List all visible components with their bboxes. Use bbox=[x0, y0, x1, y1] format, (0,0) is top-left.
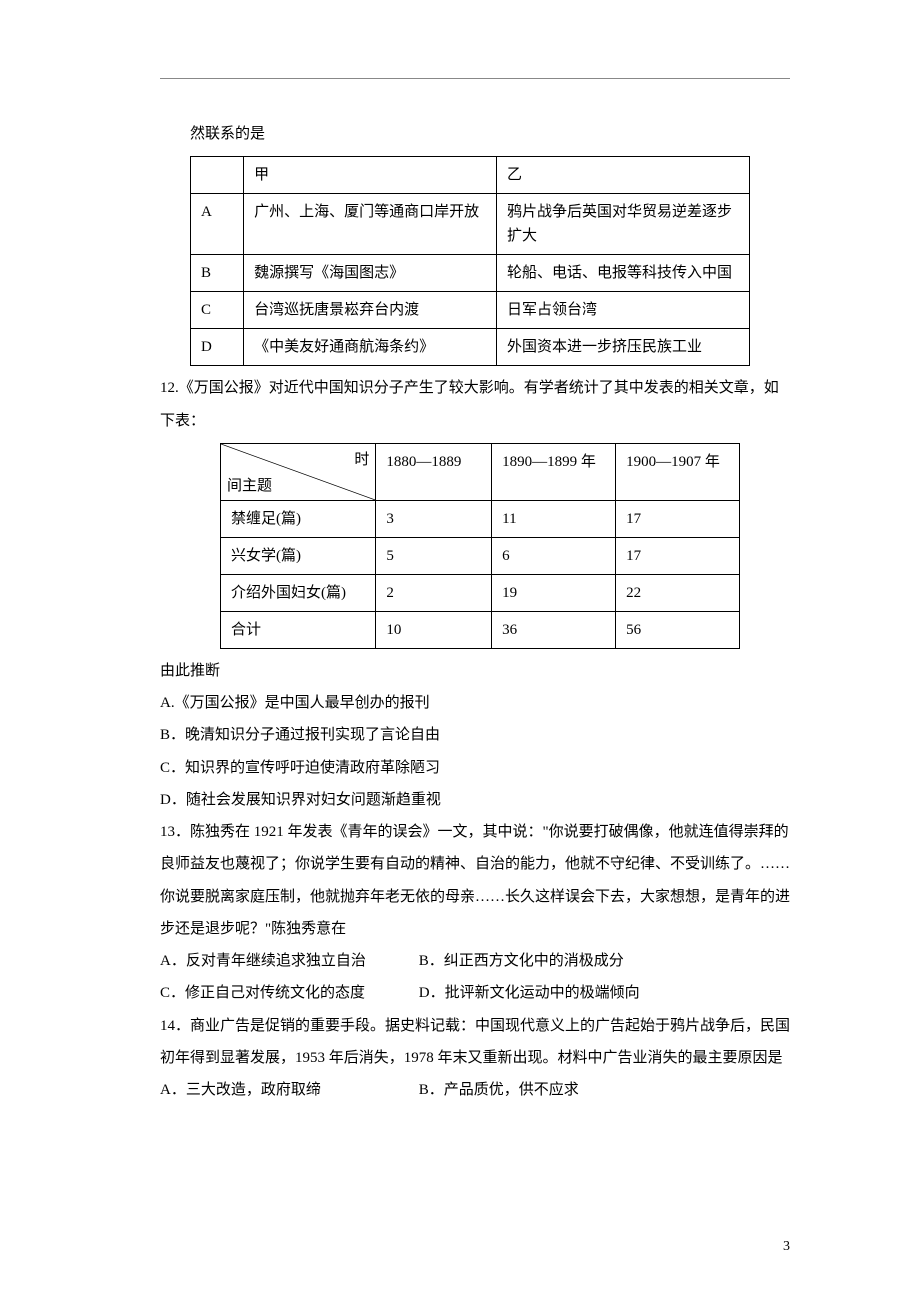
cell: 禁缠足(篇) bbox=[221, 500, 376, 537]
cell: 2 bbox=[376, 574, 492, 611]
q14-options-row-1: A．三大改造，政府取缔 B．产品质优，供不应求 bbox=[160, 1074, 790, 1106]
cell: 19 bbox=[492, 574, 616, 611]
option-a: A.《万国公报》是中国人最早创办的报刊 bbox=[160, 687, 790, 719]
cell: 合计 bbox=[221, 611, 376, 648]
option-b: B．晚清知识分子通过报刊实现了言论自由 bbox=[160, 719, 790, 751]
option-a: A．反对青年继续追求独立自治 bbox=[160, 945, 415, 977]
cell: 台湾巡抚唐景崧弃台内渡 bbox=[244, 292, 497, 329]
q12-stem: 12.《万国公报》对近代中国知识分子产生了较大影响。有学者统计了其中发表的相关文… bbox=[160, 372, 790, 437]
option-b: B．产品质优，供不应求 bbox=[419, 1082, 579, 1098]
diagonal-header-cell: 时 间主题 bbox=[221, 443, 376, 500]
table-row: 兴女学(篇) 5 6 17 bbox=[221, 537, 740, 574]
table-row: B 魏源撰写《海国图志》 轮船、电话、电报等科技传入中国 bbox=[191, 255, 750, 292]
cell: 轮船、电话、电报等科技传入中国 bbox=[497, 255, 750, 292]
option-c: C．修正自己对传统文化的态度 bbox=[160, 977, 415, 1009]
q13-options-row-1: A．反对青年继续追求独立自治 B．纠正西方文化中的消极成分 bbox=[160, 945, 790, 977]
cell: 外国资本进一步挤压民族工业 bbox=[497, 329, 750, 366]
option-a: A．三大改造，政府取缔 bbox=[160, 1074, 415, 1106]
cell: 兴女学(篇) bbox=[221, 537, 376, 574]
cell: 魏源撰写《海国图志》 bbox=[244, 255, 497, 292]
option-d: D．随社会发展知识界对妇女问题渐趋重视 bbox=[160, 784, 790, 816]
cell: 6 bbox=[492, 537, 616, 574]
header-rule bbox=[160, 78, 790, 79]
table-q12: 时 间主题 1880—1889 1890—1899 年 1900—1907 年 … bbox=[220, 443, 740, 649]
option-c: C．知识界的宣传呼吁迫使清政府革除陋习 bbox=[160, 752, 790, 784]
cell: B bbox=[191, 255, 244, 292]
q14-stem: 14．商业广告是促销的重要手段。据史料记载：中国现代意义上的广告起始于鸦片战争后… bbox=[160, 1010, 790, 1075]
cell: 11 bbox=[492, 500, 616, 537]
cell-header: 乙 bbox=[497, 157, 750, 194]
option-d: D．批评新文化运动中的极端倾向 bbox=[419, 985, 640, 1001]
diag-label-bottom: 间主题 bbox=[227, 474, 272, 498]
cell: 10 bbox=[376, 611, 492, 648]
cell: 广州、上海、厦门等通商口岸开放 bbox=[244, 194, 497, 255]
q13-options-row-2: C．修正自己对传统文化的态度 D．批评新文化运动中的极端倾向 bbox=[160, 977, 790, 1009]
table-row: 合计 10 36 56 bbox=[221, 611, 740, 648]
table-row: 禁缠足(篇) 3 11 17 bbox=[221, 500, 740, 537]
diag-label-top: 时 bbox=[354, 448, 369, 472]
table-row: D 《中美友好通商航海条约》 外国资本进一步挤压民族工业 bbox=[191, 329, 750, 366]
cell-header: 1890—1899 年 bbox=[492, 443, 616, 500]
cell: 17 bbox=[616, 500, 740, 537]
cell: C bbox=[191, 292, 244, 329]
cell: 56 bbox=[616, 611, 740, 648]
q12-post: 由此推断 bbox=[160, 655, 790, 687]
q13-stem: 13．陈独秀在 1921 年发表《青年的误会》一文，其中说："你说要打破偶像，他… bbox=[160, 816, 790, 945]
cell: A bbox=[191, 194, 244, 255]
cell: 36 bbox=[492, 611, 616, 648]
cell: 日军占领台湾 bbox=[497, 292, 750, 329]
cell: 22 bbox=[616, 574, 740, 611]
table-row: 时 间主题 1880—1889 1890—1899 年 1900—1907 年 bbox=[221, 443, 740, 500]
table-row: 甲 乙 bbox=[191, 157, 750, 194]
table-q11: 甲 乙 A 广州、上海、厦门等通商口岸开放 鸦片战争后英国对华贸易逆差逐步扩大 … bbox=[190, 156, 750, 366]
cell: 3 bbox=[376, 500, 492, 537]
page-number: 3 bbox=[783, 1232, 790, 1262]
cell: 鸦片战争后英国对华贸易逆差逐步扩大 bbox=[497, 194, 750, 255]
cell-header: 1900—1907 年 bbox=[616, 443, 740, 500]
cell: 介绍外国妇女(篇) bbox=[221, 574, 376, 611]
cell: 《中美友好通商航海条约》 bbox=[244, 329, 497, 366]
cell: 17 bbox=[616, 537, 740, 574]
table-row: A 广州、上海、厦门等通商口岸开放 鸦片战争后英国对华贸易逆差逐步扩大 bbox=[191, 194, 750, 255]
lead-in-line: 然联系的是 bbox=[160, 118, 790, 150]
document-page: 然联系的是 甲 乙 A 广州、上海、厦门等通商口岸开放 鸦片战争后英国对华贸易逆… bbox=[0, 0, 920, 1302]
cell-header: 甲 bbox=[244, 157, 497, 194]
cell-blank bbox=[191, 157, 244, 194]
cell: 5 bbox=[376, 537, 492, 574]
table-row: 介绍外国妇女(篇) 2 19 22 bbox=[221, 574, 740, 611]
table-row: C 台湾巡抚唐景崧弃台内渡 日军占领台湾 bbox=[191, 292, 750, 329]
content-area: 然联系的是 甲 乙 A 广州、上海、厦门等通商口岸开放 鸦片战争后英国对华贸易逆… bbox=[160, 78, 790, 1106]
option-b: B．纠正西方文化中的消极成分 bbox=[419, 953, 624, 969]
cell-header: 1880—1889 bbox=[376, 443, 492, 500]
cell: D bbox=[191, 329, 244, 366]
